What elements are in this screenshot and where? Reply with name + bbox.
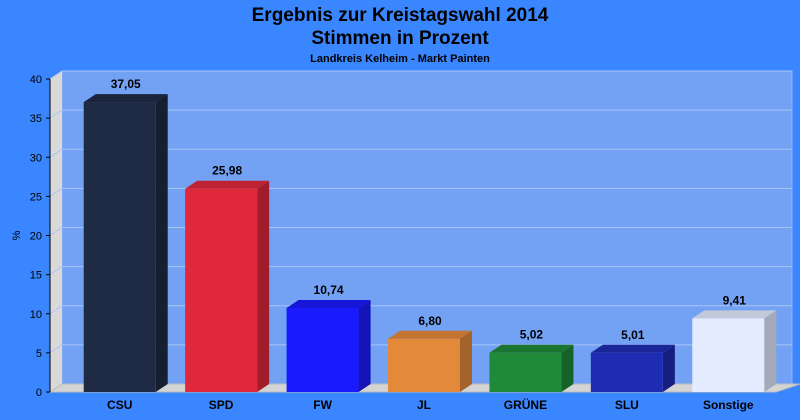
bar-grüne (489, 352, 562, 392)
data-label: 9,41 (723, 293, 747, 307)
bar-sonstige (692, 318, 765, 392)
bar-slu (590, 352, 663, 392)
x-tick-label: FW (313, 398, 332, 412)
y-tick-label: 10 (30, 309, 42, 321)
data-label: 25,98 (212, 164, 242, 178)
data-label: 5,01 (621, 328, 645, 342)
x-tick-label: Sonstige (703, 398, 754, 412)
gridline-diagonal (49, 266, 63, 276)
gridline-diagonal (49, 148, 63, 158)
bar-side-grüne (561, 344, 574, 392)
gridline-diagonal (49, 305, 63, 315)
bar-top-sonstige (692, 310, 777, 319)
bar-top-grüne (489, 344, 574, 353)
bar-top-jl (388, 330, 472, 339)
chart-title-line-2: Stimmen in Prozent (311, 28, 489, 49)
y-tick-label: 25 (30, 191, 42, 203)
x-tick-label: JL (417, 398, 431, 412)
x-tick-label: GRÜNE (504, 397, 547, 412)
bar-side-jl (460, 330, 472, 392)
y-tick-label: 5 (36, 348, 42, 360)
data-label: 5,02 (520, 328, 544, 342)
bar-side-slu (662, 344, 675, 392)
y-tick-label: 20 (30, 231, 42, 243)
gridline-diagonal (49, 344, 63, 354)
x-tick-label: SLU (615, 398, 639, 412)
chart-title-line-1: Ergebnis zur Kreistagswahl 2014 (251, 5, 549, 26)
gridline-diagonal (49, 70, 63, 80)
bar-side-spd (257, 180, 270, 392)
bar-top-slu (590, 344, 675, 353)
bar-side-fw (358, 299, 371, 392)
data-label: 10,74 (314, 283, 344, 297)
gridline-diagonal (49, 227, 63, 236)
bar-top-fw (286, 299, 371, 308)
chart-subtitle: Landkreis Kelheim - Markt Painten (310, 53, 490, 65)
bar-top-csu (83, 94, 168, 103)
gridline-diagonal (49, 109, 63, 119)
bar-side-sonstige (764, 310, 777, 392)
x-tick-label: CSU (107, 398, 132, 412)
data-label: 6,80 (418, 314, 442, 328)
bar-top-spd (185, 180, 270, 189)
y-axis-label: % (11, 230, 23, 240)
y-tick-label: 15 (30, 270, 42, 282)
bar-jl (388, 338, 460, 392)
chart-title: Ergebnis zur Kreistagswahl 2014 Stimmen … (0, 4, 800, 50)
y-tick-label: 0 (36, 387, 42, 399)
bar-spd (185, 188, 258, 392)
gridline-diagonal (49, 187, 63, 197)
x-tick-label: SPD (209, 398, 234, 412)
y-tick-label: 40 (30, 74, 42, 86)
y-tick-label: 30 (30, 152, 42, 164)
bar-csu (83, 102, 156, 393)
y-tick-label: 35 (30, 113, 42, 125)
data-label: 37,05 (111, 77, 141, 91)
bar-side-csu (155, 94, 168, 393)
bar-fw (286, 307, 359, 392)
